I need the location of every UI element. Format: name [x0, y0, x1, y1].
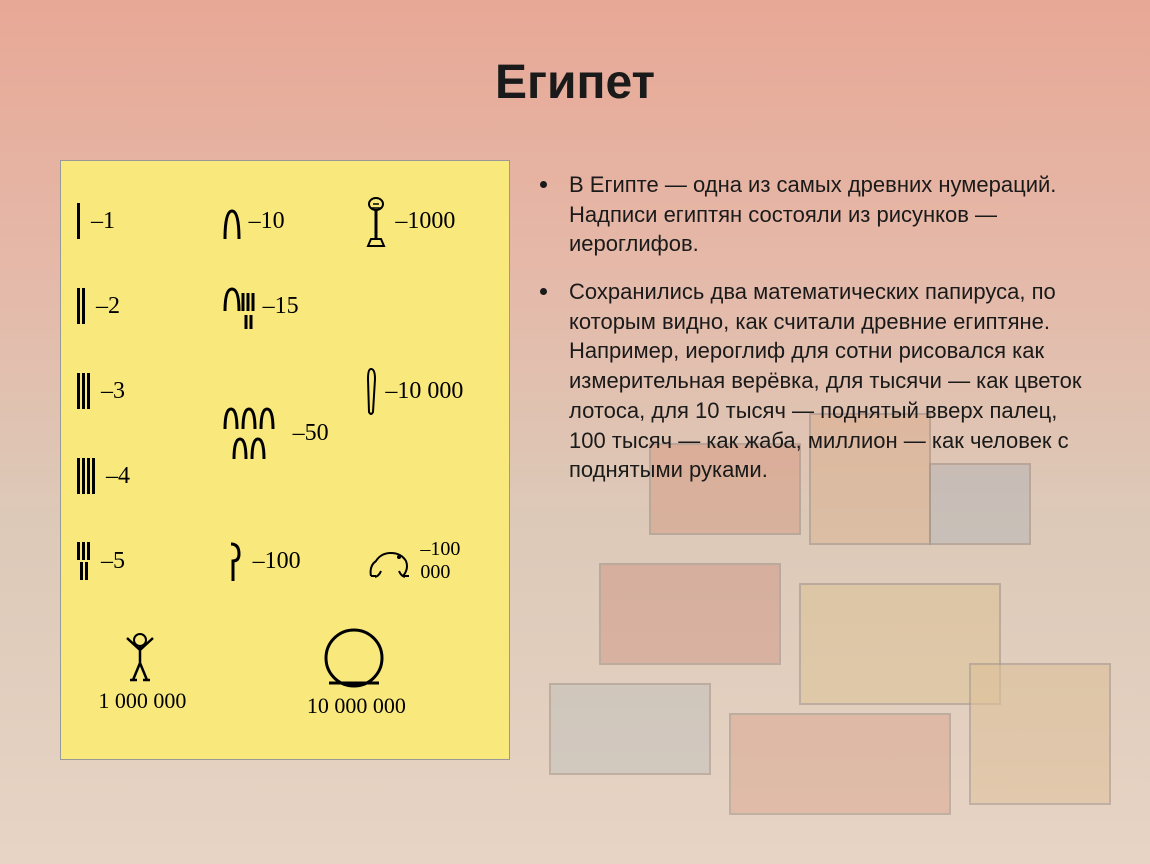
numeral-label: –1 [91, 208, 115, 235]
bullet-item: В Египте — одна из самых древних нумерац… [540, 170, 1090, 259]
numeral-label: –4 [106, 463, 130, 490]
numeral-100000: –100 000 [361, 521, 494, 601]
content-area: –1 –2 –3 –4 –5 [60, 160, 1090, 824]
numeral-100: –100 [219, 521, 352, 601]
numeral-10000: –10 000 [361, 351, 494, 431]
hieroglyph-panel: –1 –2 –3 –4 –5 [60, 160, 510, 760]
bullet-dot-icon [540, 288, 547, 295]
man-icon [115, 628, 165, 688]
numeral-3: –3 [76, 351, 209, 431]
numeral-label: –1000 [395, 208, 455, 235]
circle-icon [319, 623, 389, 693]
arch-2-icon [219, 281, 259, 331]
numeral-label: –100 000 [420, 538, 494, 584]
numeral-50: –50 [219, 351, 352, 516]
lotus-icon [361, 194, 391, 249]
stroke-5-icon [76, 542, 91, 580]
numeral-label: –5 [101, 548, 125, 575]
stroke-4-icon [76, 458, 96, 494]
rope-icon [219, 536, 249, 586]
numeral-label: 10 000 000 [307, 693, 406, 719]
arch-1-icon [219, 201, 245, 241]
numeral-label: –50 [293, 420, 329, 447]
numeral-label: –100 [253, 548, 301, 575]
numeral-label: –3 [101, 378, 125, 405]
numeral-2: –2 [76, 266, 209, 346]
numeral-1000: –1000 [361, 181, 494, 261]
frog-icon [361, 541, 416, 581]
stroke-2-icon [76, 288, 86, 324]
bullet-text: Сохранились два математических папируса,… [569, 277, 1090, 485]
numeral-4: –4 [76, 436, 209, 516]
numeral-1000000: 1 000 000 [76, 606, 209, 736]
numeral-label: –2 [96, 293, 120, 320]
bullet-text: В Египте — одна из самых древних нумерац… [569, 170, 1090, 259]
finger-icon [361, 364, 381, 419]
numeral-label: –15 [263, 293, 299, 320]
numeral-label: –10 000 [385, 378, 463, 405]
stroke-1-icon [76, 203, 81, 239]
bullet-item: Сохранились два математических папируса,… [540, 277, 1090, 485]
stroke-3-icon [76, 373, 91, 409]
numeral-10: –10 [219, 181, 352, 261]
bullet-dot-icon [540, 181, 547, 188]
numeral-10000000: 10 000 000 [219, 606, 494, 736]
text-panel: В Египте — одна из самых древних нумерац… [540, 160, 1090, 824]
numeral-label: –10 [249, 208, 285, 235]
arch-5-icon [219, 399, 289, 469]
numeral-1: –1 [76, 181, 209, 261]
numeral-5: –5 [76, 521, 209, 601]
numeral-15: –15 [219, 266, 352, 346]
numeral-label: 1 000 000 [98, 688, 186, 714]
slide-title: Египет [0, 55, 1150, 110]
